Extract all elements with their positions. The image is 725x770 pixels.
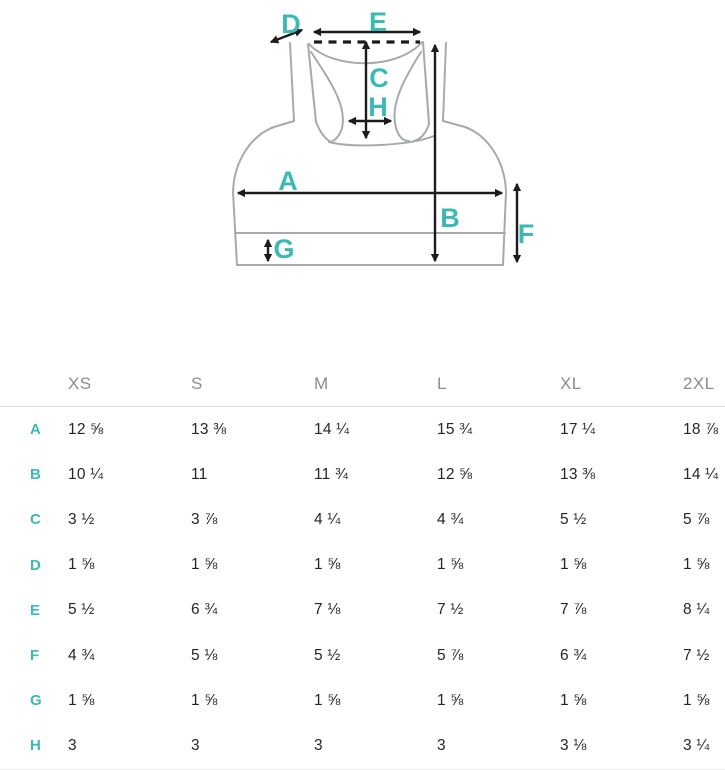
measure-label-g: G (273, 234, 294, 264)
measure-label-c: C (369, 63, 389, 93)
table-cell: 4 ¾ (437, 510, 464, 528)
table-cell: 5 ⅛ (191, 646, 218, 664)
table-cell: 3 ⅛ (560, 736, 587, 754)
table-cell: 4 ¼ (314, 510, 341, 528)
row-label: E (30, 601, 41, 619)
table-cell: 3 (314, 736, 323, 754)
table-cell: 1 ⅝ (68, 556, 95, 574)
size-table-body: A 12 ⅝ 13 ⅜ 14 ¼ 15 ¾ 17 ¼ 18 ⅞ B 10 ¼ 11 11 ¾ 12 ⅝… (0, 407, 725, 770)
table-cell: 7 ½ (437, 601, 464, 619)
table-cell: 6 ¾ (191, 601, 218, 619)
table-cell: 1 ⅝ (437, 556, 464, 574)
table-cell: 18 ⅞ (683, 420, 719, 438)
row-label: B (30, 466, 41, 484)
bra-diagram-svg: D E C H A B F G (232, 7, 534, 266)
table-cell: 17 ¼ (560, 420, 596, 438)
bra-outline (232, 41, 507, 266)
table-cell: 12 ⅝ (437, 465, 473, 483)
table-row: G 1 ⅝ 1 ⅝ 1 ⅝ 1 ⅝ 1 ⅝ 1 ⅝ (0, 678, 725, 723)
table-cell: 3 ⅞ (191, 510, 218, 528)
table-cell: 4 ¾ (68, 646, 95, 664)
table-row: H 3 3 3 3 3 ⅛ 3 ¼ (0, 723, 725, 768)
table-cell: 3 ¼ (683, 736, 710, 754)
table-cell: 13 ⅜ (560, 465, 596, 483)
table-cell: 1 ⅝ (68, 691, 95, 709)
row-label: A (30, 421, 41, 439)
table-cell: 14 ¼ (314, 420, 350, 438)
table-cell: 5 ½ (560, 510, 587, 528)
size-chart-table: XS S M L XL 2XL A 12 ⅝ 13 ⅜ 14 ¼ 15 ¾ 17 ¼ 18 … (0, 362, 725, 770)
measurement-labels: D E C H A B F G (273, 7, 534, 264)
table-cell: 7 ½ (683, 646, 710, 664)
table-cell: 5 ½ (68, 601, 95, 619)
column-header-l: L (437, 374, 447, 393)
table-cell: 7 ⅛ (314, 601, 341, 619)
table-cell: 1 ⅝ (314, 556, 341, 574)
table-row: E 5 ½ 6 ¾ 7 ⅛ 7 ½ 7 ⅞ 8 ¼ (0, 588, 725, 633)
table-cell: 1 ⅝ (437, 691, 464, 709)
table-cell: 3 (191, 736, 200, 754)
measurement-arrows (236, 27, 522, 264)
row-label: D (30, 556, 41, 574)
table-cell: 1 ⅝ (560, 691, 587, 709)
table-cell: 3 ½ (68, 510, 95, 528)
measure-label-h: H (368, 92, 388, 122)
size-table-header: XS S M L XL 2XL (0, 362, 725, 407)
arrow-d (269, 28, 304, 44)
table-cell: 1 ⅝ (683, 691, 710, 709)
table-row: A 12 ⅝ 13 ⅜ 14 ¼ 15 ¾ 17 ¼ 18 ⅞ (0, 407, 725, 452)
column-header-s: S (191, 374, 203, 393)
table-cell: 8 ¼ (683, 601, 710, 619)
column-header-m: M (314, 374, 329, 393)
table-row: C 3 ½ 3 ⅞ 4 ¼ 4 ¾ 5 ½ 5 ⅞ (0, 497, 725, 542)
table-cell: 1 ⅝ (683, 556, 710, 574)
table-row: F 4 ¾ 5 ⅛ 5 ½ 5 ⅞ 6 ¾ 7 ½ (0, 633, 725, 678)
table-row: D 1 ⅝ 1 ⅝ 1 ⅝ 1 ⅝ 1 ⅝ 1 ⅝ (0, 543, 725, 588)
table-cell: 11 ¾ (314, 465, 349, 483)
table-cell: 1 ⅝ (314, 691, 341, 709)
table-cell: 14 ¼ (683, 465, 719, 483)
row-label: H (30, 737, 41, 755)
measure-label-e: E (369, 7, 387, 37)
measure-label-b: B (440, 203, 460, 233)
table-cell: 7 ⅞ (560, 601, 587, 619)
table-cell: 5 ⅞ (683, 510, 710, 528)
column-header-xl: XL (560, 374, 582, 393)
column-header-xs: XS (68, 374, 92, 393)
table-cell: 1 ⅝ (560, 556, 587, 574)
table-cell: 5 ⅞ (437, 646, 464, 664)
table-cell: 1 ⅝ (191, 691, 218, 709)
table-cell: 1 ⅝ (191, 556, 218, 574)
table-cell: 12 ⅝ (68, 420, 104, 438)
measure-label-a: A (278, 166, 298, 196)
measure-label-d: D (281, 9, 301, 39)
table-cell: 3 (437, 736, 446, 754)
measure-label-f: F (518, 219, 535, 249)
table-row: B 10 ¼ 11 11 ¾ 12 ⅝ 13 ⅜ 14 ¼ (0, 452, 725, 497)
row-label: F (30, 647, 40, 665)
table-cell: 11 (191, 465, 208, 483)
table-cell: 6 ¾ (560, 646, 587, 664)
bra-measurement-diagram: D E C H A B F G (0, 0, 725, 340)
table-cell: 10 ¼ (68, 465, 104, 483)
column-header-2xl: 2XL (683, 374, 715, 393)
table-cell: 5 ½ (314, 646, 341, 664)
table-cell: 15 ¾ (437, 420, 473, 438)
row-label: G (30, 692, 42, 710)
table-cell: 13 ⅜ (191, 420, 227, 438)
row-label: C (30, 511, 41, 529)
table-cell: 3 (68, 736, 77, 754)
